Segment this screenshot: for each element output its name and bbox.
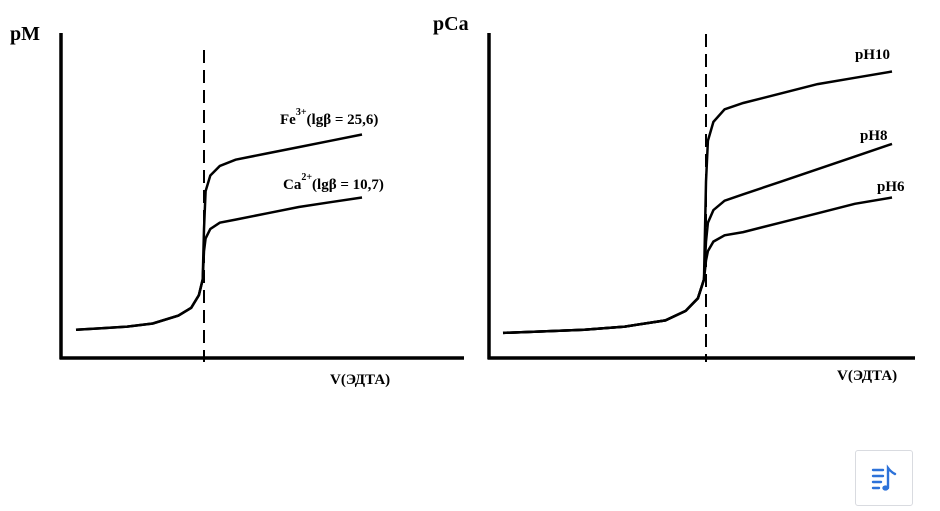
curve-fe3	[75, 133, 363, 332]
x-axis-label: V(ЭДТА)	[330, 372, 390, 388]
series-label-ca2-main: Ca	[283, 177, 302, 193]
chart-left: pM V(ЭДТА) Fe3+(lgβ = 25,6) Ca2+(lgβ = 1…	[10, 23, 464, 388]
series-label-ph6: pH6	[877, 179, 905, 195]
series-label-fe3: Fe3+(lgβ = 25,6)	[280, 107, 378, 128]
curve-ca2	[75, 196, 363, 332]
x-axis-label: V(ЭДТА)	[837, 368, 897, 384]
curve-ph8	[502, 142, 893, 335]
y-axis-label: pM	[10, 23, 40, 45]
music-list-icon	[871, 464, 897, 491]
series-label-ph10: pH10	[855, 47, 890, 63]
chart-right: pCa V(ЭДТА) pH10 pH8 pH6	[433, 13, 915, 384]
series-label-ca2-rest: (lgβ = 10,7)	[312, 177, 384, 193]
series-label-fe3-rest: (lgβ = 25,6)	[307, 112, 379, 128]
series-label-fe3-main: Fe	[280, 112, 296, 128]
music-list-button[interactable]	[855, 450, 913, 506]
curve-ph6	[502, 196, 893, 335]
series-label-ca2-sup: 2+	[301, 172, 312, 183]
series-label-fe3-sup: 3+	[296, 107, 307, 118]
series-label-ca2: Ca2+(lgβ = 10,7)	[283, 172, 384, 193]
series-label-ph8: pH8	[860, 128, 888, 144]
y-axis-label: pCa	[433, 13, 469, 35]
curve-ph10	[502, 70, 893, 335]
